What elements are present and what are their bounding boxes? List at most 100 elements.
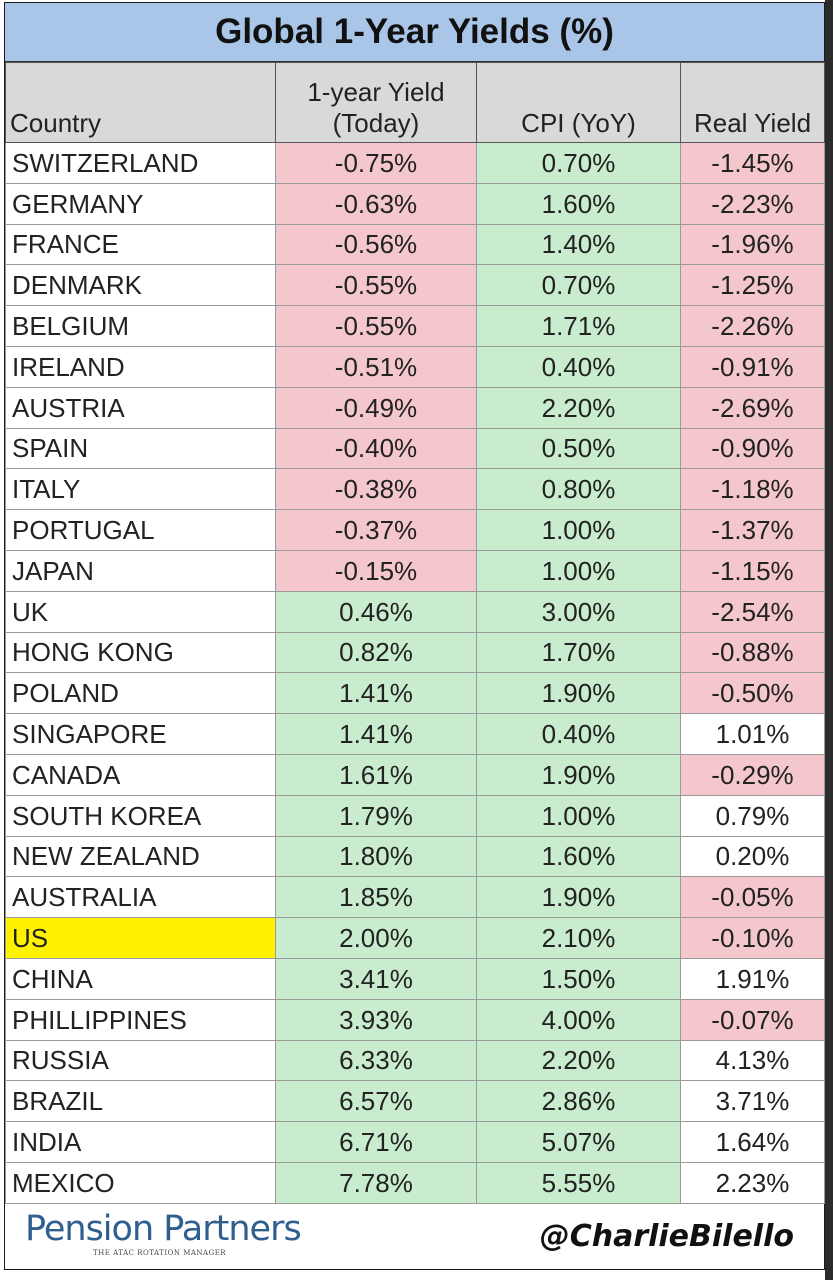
cpi-cell: 0.50% xyxy=(476,427,681,470)
yield-cell: -0.55% xyxy=(275,305,477,347)
table-row: PHILLIPPINES 3.93% 4.00% -0.07% xyxy=(5,998,825,1041)
cpi-cell: 1.71% xyxy=(476,305,681,347)
table-row: SOUTH KOREA 1.79% 1.00% 0.79% xyxy=(5,794,825,837)
author-handle: @CharlieBilello xyxy=(539,1219,794,1254)
cpi-cell: 1.00% xyxy=(476,509,681,551)
header-yield-line1: 1-year Yield xyxy=(307,76,445,107)
country-cell: DENMARK xyxy=(5,264,276,307)
cpi-cell: 1.60% xyxy=(476,835,681,878)
country-cell: JAPAN xyxy=(5,549,276,592)
cpi-cell: 0.40% xyxy=(476,713,681,755)
yield-cell: 0.46% xyxy=(275,590,477,633)
table-row: HONG KONG 0.82% 1.70% -0.88% xyxy=(5,631,825,674)
yield-cell: -0.49% xyxy=(275,386,477,429)
yield-cell: -0.63% xyxy=(275,182,477,225)
pension-partners-logo: Pension Partners xyxy=(25,1209,302,1249)
yield-cell: 1.80% xyxy=(275,835,477,878)
real-yield-cell: -0.05% xyxy=(680,876,825,919)
table-row: INDIA 6.71% 5.07% 1.64% xyxy=(5,1121,825,1163)
table-row: AUSTRALIA 1.85% 1.90% -0.05% xyxy=(5,876,825,919)
yields-table: Country 1-year Yield (Today) CPI (YoY) R… xyxy=(5,62,825,1204)
cpi-cell: 1.00% xyxy=(476,794,681,837)
chart-title: Global 1-Year Yields (%) xyxy=(5,3,824,62)
yield-cell: 6.57% xyxy=(275,1080,477,1123)
cpi-cell: 2.86% xyxy=(476,1080,681,1123)
table-row: UK 0.46% 3.00% -2.54% xyxy=(5,590,825,633)
cpi-cell: 1.00% xyxy=(476,549,681,592)
cpi-cell: 1.50% xyxy=(476,957,681,1000)
real-yield-cell: -0.88% xyxy=(680,631,825,674)
table-row: SPAIN -0.40% 0.50% -0.90% xyxy=(5,427,825,470)
yield-cell: 1.61% xyxy=(275,753,477,796)
table-row: BRAZIL 6.57% 2.86% 3.71% xyxy=(5,1080,825,1123)
yield-cell: -0.40% xyxy=(275,427,477,470)
table-row: CANADA 1.61% 1.90% -0.29% xyxy=(5,753,825,796)
real-yield-cell: -1.96% xyxy=(680,223,825,266)
real-yield-cell: 1.64% xyxy=(680,1121,825,1163)
cpi-cell: 1.40% xyxy=(476,223,681,266)
country-cell: RUSSIA xyxy=(5,1039,276,1082)
yield-cell: -0.15% xyxy=(275,549,477,592)
yield-cell: 2.00% xyxy=(275,917,477,959)
logo-tagline: THE ATAC ROTATION MANAGER xyxy=(93,1249,227,1257)
table-row: NEW ZEALAND 1.80% 1.60% 0.20% xyxy=(5,835,825,878)
country-cell: IRELAND xyxy=(5,345,276,388)
country-cell: HONG KONG xyxy=(5,631,276,674)
country-cell: CHINA xyxy=(5,957,276,1000)
table-row: DENMARK -0.55% 0.70% -1.25% xyxy=(5,264,825,307)
yield-cell: -0.37% xyxy=(275,509,477,551)
table-row: BELGIUM -0.55% 1.71% -2.26% xyxy=(5,305,825,347)
header-row: Country 1-year Yield (Today) CPI (YoY) R… xyxy=(5,62,825,143)
country-cell: SWITZERLAND xyxy=(5,142,276,184)
header-real-yield: Real Yield xyxy=(680,62,825,143)
real-yield-cell: 2.23% xyxy=(680,1161,825,1204)
real-yield-cell: -2.54% xyxy=(680,590,825,633)
country-cell: ITALY xyxy=(5,468,276,511)
table-row: PORTUGAL -0.37% 1.00% -1.37% xyxy=(5,509,825,551)
yield-cell: 0.82% xyxy=(275,631,477,674)
country-cell: NEW ZEALAND xyxy=(5,835,276,878)
real-yield-cell: 3.71% xyxy=(680,1080,825,1123)
yield-cell: 3.93% xyxy=(275,998,477,1041)
country-cell: AUSTRALIA xyxy=(5,876,276,919)
country-cell: INDIA xyxy=(5,1121,276,1163)
real-yield-cell: -0.07% xyxy=(680,998,825,1041)
table-row: US 2.00% 2.10% -0.10% xyxy=(5,917,825,959)
table-row: CHINA 3.41% 1.50% 1.91% xyxy=(5,957,825,1000)
country-cell: MEXICO xyxy=(5,1161,276,1204)
cpi-cell: 4.00% xyxy=(476,998,681,1041)
header-country: Country xyxy=(5,62,276,143)
country-cell: SPAIN xyxy=(5,427,276,470)
yield-cell: 3.41% xyxy=(275,957,477,1000)
yield-cell: 6.33% xyxy=(275,1039,477,1082)
yield-cell: 6.71% xyxy=(275,1121,477,1163)
country-cell: UK xyxy=(5,590,276,633)
real-yield-cell: 0.20% xyxy=(680,835,825,878)
country-cell: SINGAPORE xyxy=(5,713,276,755)
table-row: SINGAPORE 1.41% 0.40% 1.01% xyxy=(5,713,825,755)
table-row: GERMANY -0.63% 1.60% -2.23% xyxy=(5,182,825,225)
real-yield-cell: -1.37% xyxy=(680,509,825,551)
real-yield-cell: 1.01% xyxy=(680,713,825,755)
real-yield-cell: -2.69% xyxy=(680,386,825,429)
table-row: IRELAND -0.51% 0.40% -0.91% xyxy=(5,345,825,388)
table-row: FRANCE -0.56% 1.40% -1.96% xyxy=(5,223,825,266)
real-yield-cell: -0.29% xyxy=(680,753,825,796)
real-yield-cell: -1.18% xyxy=(680,468,825,511)
country-cell: PHILLIPPINES xyxy=(5,998,276,1041)
cpi-cell: 1.90% xyxy=(476,876,681,919)
footer: Pension Partners THE ATAC ROTATION MANAG… xyxy=(5,1199,824,1269)
real-yield-cell: -2.26% xyxy=(680,305,825,347)
cpi-cell: 0.40% xyxy=(476,345,681,388)
cpi-cell: 2.10% xyxy=(476,917,681,959)
cpi-cell: 2.20% xyxy=(476,386,681,429)
cpi-cell: 1.90% xyxy=(476,753,681,796)
cpi-cell: 3.00% xyxy=(476,590,681,633)
cpi-cell: 1.90% xyxy=(476,672,681,715)
cpi-cell: 5.55% xyxy=(476,1161,681,1204)
table-row: POLAND 1.41% 1.90% -0.50% xyxy=(5,672,825,715)
real-yield-cell: 1.91% xyxy=(680,957,825,1000)
table-row: JAPAN -0.15% 1.00% -1.15% xyxy=(5,549,825,592)
real-yield-cell: -1.25% xyxy=(680,264,825,307)
real-yield-cell: -0.10% xyxy=(680,917,825,959)
